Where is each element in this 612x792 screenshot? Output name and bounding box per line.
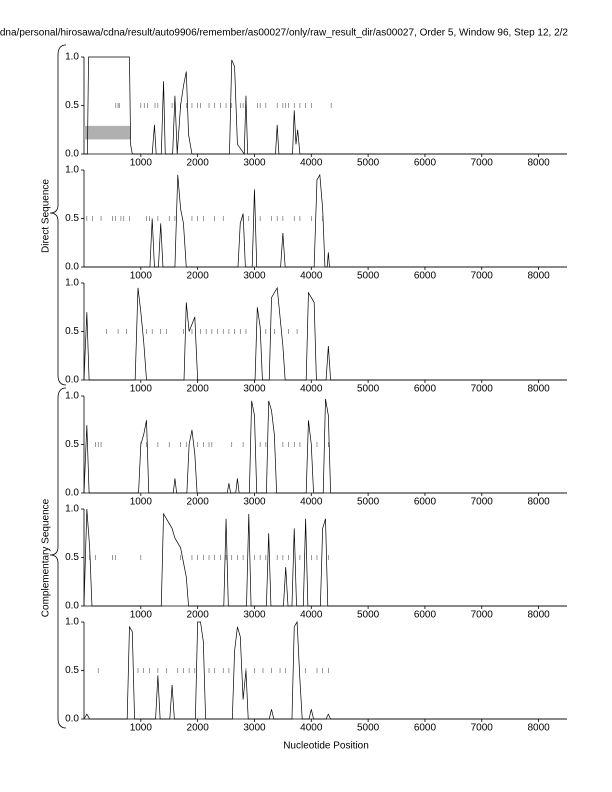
x-tick-label: 6000 <box>414 610 437 621</box>
y-tick-label: 0.0 <box>65 149 79 160</box>
x-tick-label: 5000 <box>357 158 380 169</box>
y-tick-label: 0.0 <box>65 488 79 499</box>
trace-line <box>84 173 567 268</box>
x-tick-label: 3000 <box>243 384 266 395</box>
y-tick-label: 1.0 <box>65 391 79 402</box>
x-tick-label: 5000 <box>357 384 380 395</box>
trace-line <box>84 56 567 156</box>
y-tick-label: 0.5 <box>65 326 79 337</box>
y-tick-label: 1.0 <box>65 165 79 176</box>
x-tick-label: 6000 <box>414 271 437 282</box>
x-tick-label: 3000 <box>243 158 266 169</box>
x-tick-label: 6000 <box>414 158 437 169</box>
x-tick-label: 5000 <box>357 497 380 508</box>
x-tick-label: 4000 <box>300 610 323 621</box>
y-tick-label: 0.5 <box>65 213 79 224</box>
y-tick-label: 1.0 <box>65 52 79 63</box>
y-tick-label: 1.0 <box>65 617 79 628</box>
y-tick-label: 0.0 <box>65 375 79 386</box>
x-tick-label: 2000 <box>187 271 210 282</box>
x-tick-label: 1000 <box>130 610 153 621</box>
x-tick-label: 8000 <box>527 158 550 169</box>
x-tick-label: 7000 <box>471 271 494 282</box>
x-tick-label: 1000 <box>130 384 153 395</box>
brace <box>49 44 67 386</box>
x-tick-label: 2000 <box>187 497 210 508</box>
group-label: Complementary Sequence <box>41 498 52 617</box>
x-tick-label: 7000 <box>471 158 494 169</box>
brace <box>49 387 67 729</box>
x-tick-label: 6000 <box>414 384 437 395</box>
x-tick-label: 1000 <box>130 158 153 169</box>
x-tick-label: 4000 <box>300 384 323 395</box>
x-tick-label: 8000 <box>527 610 550 621</box>
x-tick-label: 8000 <box>527 384 550 395</box>
y-tick-label: 0.5 <box>65 439 79 450</box>
x-tick-label: 3000 <box>243 271 266 282</box>
y-tick-label: 0.5 <box>65 665 79 676</box>
x-tick-label: 1000 <box>130 497 153 508</box>
x-tick-label: 2000 <box>187 158 210 169</box>
x-tick-label: 4000 <box>300 271 323 282</box>
trace-line <box>83 286 567 381</box>
chart-title: cdna/personal/hirosawa/cdna/result/auto9… <box>0 28 568 39</box>
group-label: Direct Sequence <box>41 179 52 253</box>
x-tick-label: 8000 <box>527 271 550 282</box>
x-tick-label: 4000 <box>300 723 323 734</box>
x-tick-label: 6000 <box>414 497 437 508</box>
y-tick-label: 1.0 <box>65 278 79 289</box>
x-tick-label: 7000 <box>471 497 494 508</box>
x-tick-label: 7000 <box>471 610 494 621</box>
y-tick-label: 1.0 <box>65 504 79 515</box>
y-tick-label: 0.0 <box>65 601 79 612</box>
x-axis-label: Nucleotide Position <box>283 741 369 752</box>
x-tick-label: 1000 <box>130 271 153 282</box>
x-tick-label: 7000 <box>471 723 494 734</box>
x-tick-label: 8000 <box>527 497 550 508</box>
x-tick-label: 2000 <box>187 384 210 395</box>
x-tick-label: 7000 <box>471 384 494 395</box>
x-tick-label: 2000 <box>187 610 210 621</box>
x-tick-label: 6000 <box>414 723 437 734</box>
x-tick-label: 5000 <box>357 723 380 734</box>
x-tick-label: 5000 <box>357 271 380 282</box>
x-tick-label: 4000 <box>300 158 323 169</box>
x-tick-label: 3000 <box>243 723 266 734</box>
x-tick-label: 2000 <box>187 723 210 734</box>
x-tick-label: 1000 <box>130 723 153 734</box>
x-tick-label: 3000 <box>243 497 266 508</box>
y-tick-label: 0.0 <box>65 262 79 273</box>
y-tick-label: 0.5 <box>65 100 79 111</box>
trace-line <box>83 508 567 607</box>
trace-line <box>83 398 567 494</box>
y-tick-label: 0.5 <box>65 552 79 563</box>
y-tick-label: 0.0 <box>65 714 79 725</box>
x-tick-label: 8000 <box>527 723 550 734</box>
trace-line <box>83 620 567 720</box>
x-tick-label: 3000 <box>243 610 266 621</box>
x-tick-label: 5000 <box>357 610 380 621</box>
highlight-region <box>84 125 131 140</box>
x-tick-label: 4000 <box>300 497 323 508</box>
